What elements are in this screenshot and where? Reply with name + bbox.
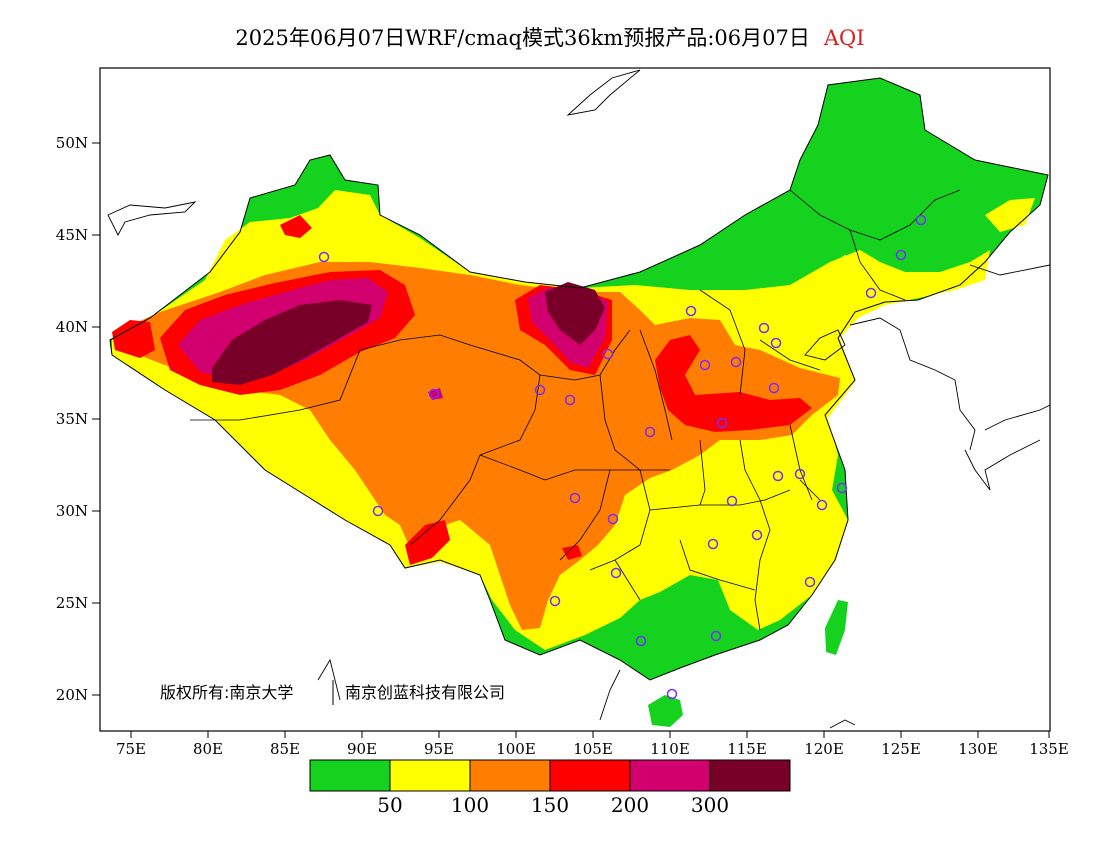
circle-marker-icon: [707, 538, 719, 550]
aqi-legend: 50 100 150 200 300: [309, 759, 791, 817]
legend-separators: [389, 760, 711, 791]
legend-label-50: 50: [377, 793, 402, 817]
circle-marker-icon: [770, 337, 782, 349]
lat-label-20n: 20N: [56, 686, 88, 704]
circle-marker-icon: [602, 348, 614, 360]
legend-swatch-3: [470, 760, 550, 791]
taiwan-island: [825, 600, 848, 655]
circle-marker-icon: [865, 287, 877, 299]
title-text: 2025年06月07日WRF/cmaq模式36km预报产品:06月07日: [235, 26, 810, 50]
lat-label-40n: 40N: [56, 318, 88, 336]
lon-label-115e: 115E: [727, 740, 767, 758]
circle-marker-icon: [428, 388, 440, 400]
circle-marker-icon: [804, 576, 816, 588]
circle-marker-icon: [895, 249, 907, 261]
circle-marker-icon: [772, 470, 784, 482]
legend-swatch-5: [630, 760, 710, 791]
china-border: [109, 77, 1049, 681]
legend-swatch-1: [310, 760, 390, 791]
circle-marker-icon: [716, 417, 728, 429]
circle-marker-icon: [768, 382, 780, 394]
lat-label-50n: 50N: [56, 134, 88, 152]
aqi-zone-red-small: [280, 215, 312, 238]
lon-label-75e: 75E: [116, 740, 146, 758]
legend-label-100: 100: [451, 793, 489, 817]
legend-label-150: 150: [531, 793, 569, 817]
circle-marker-icon: [710, 630, 722, 642]
circle-marker-icon: [726, 495, 738, 507]
plot-frame: [99, 67, 1051, 732]
map-content: 版权所有:南京大学 南京创蓝科技有限公司: [107, 69, 1050, 729]
circle-marker-icon: [751, 529, 763, 541]
lon-label-85e: 85E: [270, 740, 300, 758]
lon-label-90e: 90E: [347, 740, 377, 758]
lat-label-30n: 30N: [56, 502, 88, 520]
copyright-company: 南京创蓝科技有限公司: [345, 683, 505, 702]
aqi-zone-red-west: [112, 320, 155, 358]
circle-marker-icon: [730, 356, 742, 368]
monitoring-sites: [318, 214, 927, 700]
circle-marker-icon: [644, 426, 656, 438]
circle-marker-icon: [836, 482, 848, 494]
map-title: 2025年06月07日WRF/cmaq模式36km预报产品:06月07日 AQI: [0, 22, 1100, 52]
circle-marker-icon: [372, 505, 384, 517]
circle-marker-icon: [794, 468, 806, 480]
aqi-zone-maroon-ordos: [545, 282, 605, 345]
circle-marker-icon: [635, 635, 647, 647]
lon-label-120e: 120E: [804, 740, 844, 758]
circle-marker-icon: [549, 595, 561, 607]
circle-marker-icon: [685, 305, 697, 317]
legend-swatch-6: [710, 760, 790, 791]
latitude-axis: [92, 142, 100, 696]
aqi-zone-purple-small: [428, 388, 443, 400]
title-variable: AQI: [823, 26, 865, 50]
aqi-zone-red-tibet: [405, 520, 450, 565]
lat-label-25n: 25N: [56, 594, 88, 612]
legend-label-200: 200: [611, 793, 649, 817]
province-boundaries: [190, 189, 961, 631]
aqi-zone-red-small-2: [562, 545, 582, 560]
aqi-zone-maroon-taklimakan: [212, 300, 372, 385]
circle-marker-icon: [915, 214, 927, 226]
legend-label-300: 300: [691, 793, 729, 817]
circle-marker-icon: [564, 394, 576, 406]
circle-marker-icon: [816, 499, 828, 511]
circle-marker-icon: [569, 492, 581, 504]
circle-marker-icon: [758, 322, 770, 334]
copyright-owner: 版权所有:南京大学: [160, 683, 293, 702]
aqi-zone-yellow-northeast-2: [825, 255, 870, 285]
lat-label-35n: 35N: [56, 410, 88, 428]
circle-marker-icon: [610, 567, 622, 579]
circle-marker-icon: [318, 251, 330, 263]
legend-swatch-2: [390, 760, 470, 791]
lon-label-95e: 95E: [424, 740, 454, 758]
circle-marker-icon: [666, 688, 678, 700]
circle-marker-icon: [699, 359, 711, 371]
other-coastlines: [107, 69, 1050, 729]
longitude-axis: [130, 731, 1050, 738]
circle-marker-icon: [607, 513, 619, 525]
hainan-island: [648, 695, 683, 727]
lat-label-45n: 45N: [56, 226, 88, 244]
lon-label-100e: 100E: [496, 740, 536, 758]
lon-label-135e: 135E: [1029, 740, 1069, 758]
aqi-zone-red-north-china: [655, 335, 812, 432]
aqi-zone-yellow-northeast: [985, 198, 1035, 232]
circle-marker-icon: [534, 384, 546, 396]
lon-label-125e: 125E: [881, 740, 921, 758]
lon-label-80e: 80E: [193, 740, 223, 758]
lon-label-110e: 110E: [650, 740, 690, 758]
lon-label-130e: 130E: [958, 740, 998, 758]
legend-swatch-4: [550, 760, 630, 791]
lon-label-105e: 105E: [573, 740, 613, 758]
